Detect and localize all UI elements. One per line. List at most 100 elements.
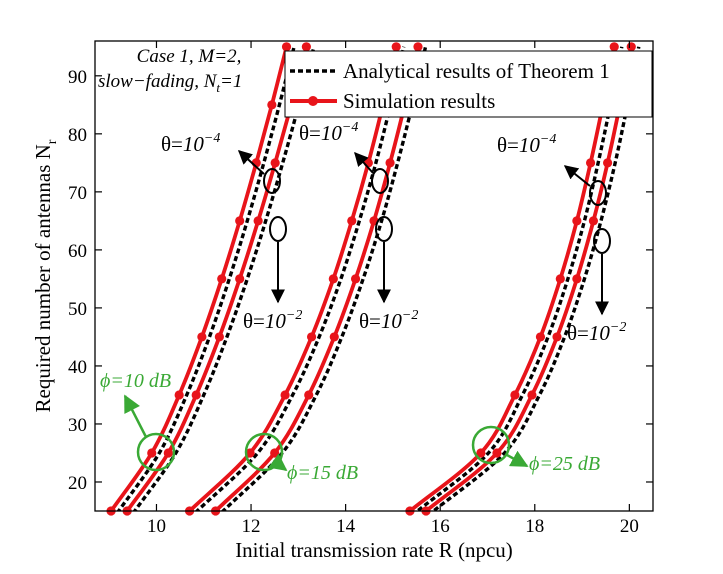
- theta-small-prefix-3: θ=: [497, 133, 519, 157]
- legend-simulation-label: Simulation results: [343, 89, 495, 113]
- simulation-point: [191, 390, 201, 400]
- simulation-point: [626, 42, 636, 52]
- phi-25-label: ϕ=25 dB: [529, 453, 600, 475]
- case-label-line2-sub: t: [216, 80, 220, 95]
- analytical-line-1: [132, 46, 316, 511]
- simulation-point: [347, 216, 357, 226]
- x-tick-label: 14: [336, 516, 356, 537]
- y-tick-label: 50: [68, 299, 87, 320]
- theta-small-prefix-1: θ=: [161, 132, 183, 156]
- simulation-point: [235, 274, 245, 284]
- theta-small-arrow-1: [237, 150, 265, 175]
- simulation-point: [235, 216, 245, 226]
- simulation-point: [304, 390, 314, 400]
- case-label-line2-prefix: slow−fading, N: [98, 71, 218, 92]
- case-label-line2: slow−fading, Nt=1: [98, 71, 242, 95]
- theta-large-ellipse-2: [375, 216, 393, 242]
- simulation-point: [301, 42, 311, 52]
- y-tick-label: 60: [68, 241, 87, 262]
- phi-15-label: ϕ=15 dB: [287, 462, 358, 484]
- simulation-point: [270, 448, 280, 458]
- simulation-point: [267, 100, 277, 110]
- theta-small-ellipse-3: [589, 180, 607, 206]
- x-tick-label: 18: [525, 516, 544, 537]
- simulation-point: [588, 216, 599, 226]
- theta-small-label-2: θ=10−4: [299, 120, 358, 145]
- theta-large-base-1: 10: [265, 309, 287, 333]
- theta-small-prefix-2: θ=: [299, 121, 321, 145]
- simulation-point: [147, 448, 157, 458]
- simulation-point: [245, 448, 255, 458]
- phi-25-arrow: [506, 450, 529, 468]
- simulation-point: [163, 448, 173, 458]
- legend: Analytical results of Theorem 1 Simulati…: [284, 50, 653, 118]
- x-tick-label: 10: [147, 516, 166, 537]
- case-label: Case 1, M=2, slow−fading, Nt=1: [98, 46, 242, 95]
- simulation-point: [350, 274, 361, 284]
- x-tick-label: 20: [620, 516, 639, 537]
- simulation-point: [329, 332, 339, 342]
- theta-small-exp-3: −4: [540, 132, 556, 147]
- case-label-line2-suffix: =1: [220, 71, 242, 92]
- tick-layer: 10 12 14 16 18 20 20 30 40 50 60 70 80 90: [68, 41, 653, 537]
- simulation-point: [174, 390, 184, 400]
- y-tick-label: 30: [68, 415, 87, 436]
- simulation-point: [391, 42, 401, 52]
- simulation-point: [535, 332, 546, 342]
- simulation-line-5: [423, 46, 634, 511]
- phi-10-arrow: [123, 394, 148, 438]
- series-layer: [108, 46, 641, 511]
- analytical-line-3: [220, 46, 428, 511]
- simulation-point: [572, 216, 582, 226]
- simulation-point: [253, 216, 263, 226]
- theta-small-base-2: 10: [321, 121, 343, 145]
- simulation-point: [555, 274, 565, 284]
- analytical-line-2: [194, 46, 406, 511]
- y-axis-label-sub: r: [45, 139, 60, 144]
- simulation-point: [328, 274, 338, 284]
- legend-box: [284, 50, 653, 118]
- phi-10-label: ϕ=10 dB: [100, 370, 171, 392]
- simulation-line-2: [186, 46, 399, 511]
- simulation-line-4: [406, 46, 617, 511]
- theta-large-exp-3: −2: [610, 320, 626, 335]
- simulation-point: [306, 332, 317, 342]
- simulation-point: [510, 390, 520, 400]
- phi-annotations: ϕ=10 dB ϕ=15 dB ϕ=25 dB: [100, 370, 600, 484]
- simulation-point: [214, 332, 224, 342]
- simulation-point: [552, 332, 562, 342]
- y-axis-label: Required number of antennas Nr: [31, 139, 60, 412]
- phi-10-circle: [136, 432, 176, 472]
- simulation-point: [527, 390, 537, 400]
- legend-analytical-label: Analytical results of Theorem 1: [343, 59, 610, 83]
- legend-simulation-marker: [308, 96, 318, 106]
- simulation-point: [280, 390, 290, 400]
- plot-frame: [94, 40, 654, 512]
- analytical-line-0: [116, 46, 296, 511]
- theta-small-base-1: 10: [183, 132, 205, 156]
- analytical-line-5: [430, 46, 641, 511]
- simulation-line-0: [108, 46, 289, 511]
- theta-large-ellipse-1: [269, 216, 287, 242]
- x-tick-label: 16: [431, 516, 450, 537]
- simulation-point: [585, 158, 596, 168]
- theta-large-exp-1: −2: [286, 308, 302, 323]
- simulation-point: [572, 274, 582, 284]
- theta-small-base-3: 10: [519, 133, 541, 157]
- theta-small-exp-2: −4: [342, 120, 358, 135]
- theta-large-label-1: θ=10−2: [243, 308, 302, 333]
- theta-small-exp-1: −4: [204, 131, 220, 146]
- x-axis-label: Initial transmission rate R (npcu): [235, 538, 513, 562]
- theta-small-arrow-2: [354, 151, 374, 174]
- theta-small-label-3: θ=10−4: [497, 132, 556, 157]
- theta-large-base-2: 10: [381, 309, 403, 333]
- simulation-point: [385, 158, 395, 168]
- theta-large-prefix-2: θ=: [359, 309, 381, 333]
- simulation-line-1: [124, 46, 309, 511]
- y-axis-label-main: Required number of antennas N: [31, 144, 55, 412]
- simulation-line-3: [212, 46, 420, 511]
- theta-large-exp-2: −2: [402, 308, 418, 323]
- simulation-point: [197, 332, 207, 342]
- theta-small-label-1: θ=10−4: [161, 131, 220, 156]
- theta-large-prefix-3: θ=: [567, 321, 589, 345]
